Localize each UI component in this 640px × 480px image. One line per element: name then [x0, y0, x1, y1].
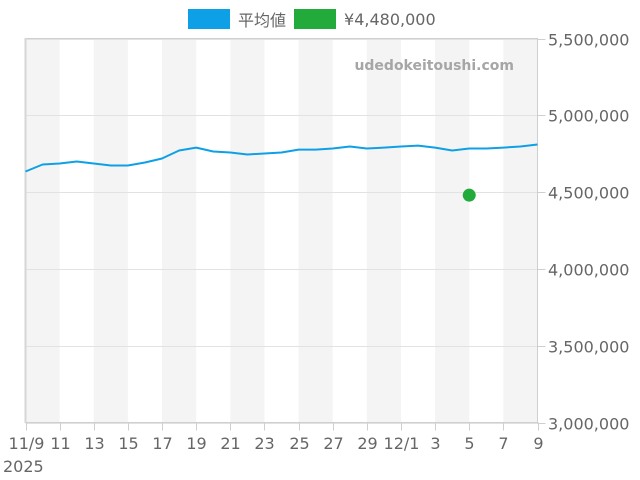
- x-tick-label: 11: [50, 434, 70, 453]
- y-tick-label: 4,500,000: [548, 184, 629, 203]
- legend-label-average: 平均値: [238, 11, 287, 30]
- average-price-line: [25, 143, 538, 173]
- x-tick-label: 23: [254, 434, 274, 453]
- legend-label-price: ¥4,480,000: [344, 9, 436, 29]
- y-tick-label: 3,000,000: [548, 415, 629, 434]
- x-axis: 11/9 11 13 15 17 19 21 23 25 27 29 12/1 3 5 7 9: [9, 422, 544, 453]
- band: [162, 38, 197, 423]
- x-axis-year-label: 2025: [3, 457, 44, 476]
- x-tick-label: 12/1: [384, 434, 420, 453]
- band: [25, 38, 60, 423]
- chart-legend: 平均値 ¥4,480,000: [188, 8, 444, 30]
- x-tick-label: 27: [323, 434, 343, 453]
- band: [435, 38, 470, 423]
- legend-swatch-average: [188, 9, 230, 29]
- price-point[interactable]: [462, 188, 476, 202]
- x-tick-label: 5: [464, 434, 474, 453]
- alternating-bands: [25, 38, 538, 423]
- band: [366, 38, 401, 423]
- legend-swatch-price: [294, 9, 337, 29]
- x-tick-label: 19: [186, 434, 206, 453]
- y-axis: 3,000,000 3,500,000 4,000,000 4,500,000 5,00…: [537, 31, 629, 434]
- band: [93, 38, 128, 423]
- legend-item-price[interactable]: ¥4,480,000: [294, 9, 436, 29]
- y-tick-label: 3,500,000: [548, 338, 629, 357]
- x-tick-label: 15: [118, 434, 138, 453]
- gridlines: [25, 39, 538, 424]
- band: [298, 38, 333, 423]
- x-tick-label: 11/9: [9, 434, 45, 453]
- x-tick-label: 7: [498, 434, 508, 453]
- x-tick-label: 25: [289, 434, 309, 453]
- band: [230, 38, 265, 423]
- y-tick-label: 5,500,000: [548, 31, 629, 50]
- legend-item-average[interactable]: 平均値: [188, 7, 286, 31]
- y-tick-label: 5,000,000: [548, 107, 629, 126]
- watermark: udedokeitoushi.com: [354, 58, 514, 74]
- x-tick-label: 3: [430, 434, 440, 453]
- x-tick-label: 29: [357, 434, 377, 453]
- band: [503, 38, 538, 423]
- x-tick-label: 13: [84, 434, 104, 453]
- y-tick-label: 4,000,000: [548, 261, 629, 280]
- price-points: [462, 188, 476, 202]
- x-tick-label: 21: [220, 434, 240, 453]
- x-tick-label: 17: [152, 434, 172, 453]
- x-tick-label: 9: [533, 434, 543, 453]
